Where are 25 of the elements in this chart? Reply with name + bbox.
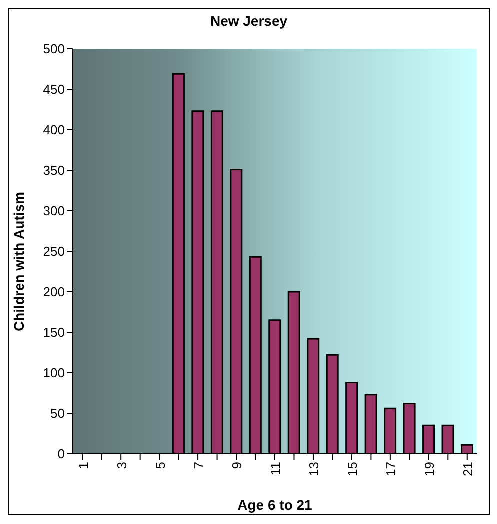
y-axis-title: Children with Autism	[10, 192, 27, 332]
x-tick-label: 1	[76, 462, 91, 470]
x-tick-label: 19	[422, 462, 438, 476]
x-tick-label: 15	[345, 462, 360, 476]
chart-title: New Jersey	[209, 13, 289, 29]
y-tick-label: 0	[58, 446, 65, 462]
y-tick-label: 500	[43, 42, 65, 57]
y-tick-label: 100	[43, 366, 65, 381]
y-tick-label: 250	[43, 244, 65, 260]
y-tick-label: 350	[43, 163, 65, 178]
x-tick-label: 3	[114, 462, 130, 470]
x-tick-label: 13	[306, 462, 322, 476]
y-tick-label: 450	[43, 82, 65, 98]
x-tick-label: 11	[268, 462, 284, 476]
x-tick-label: 21	[460, 462, 476, 476]
x-tick-label: 9	[230, 462, 245, 470]
y-tick-label: 50	[50, 406, 65, 422]
y-tick-label: 300	[43, 204, 65, 219]
y-tick-label: 150	[43, 325, 65, 340]
y-tick-label: 400	[43, 122, 65, 138]
x-tick-label: 17	[384, 462, 399, 476]
x-axis-title: Age 6 to 21	[238, 497, 313, 513]
y-tick-label: 200	[43, 284, 65, 300]
x-tick-label: 5	[152, 462, 168, 470]
x-tick-label: 7	[191, 462, 206, 470]
